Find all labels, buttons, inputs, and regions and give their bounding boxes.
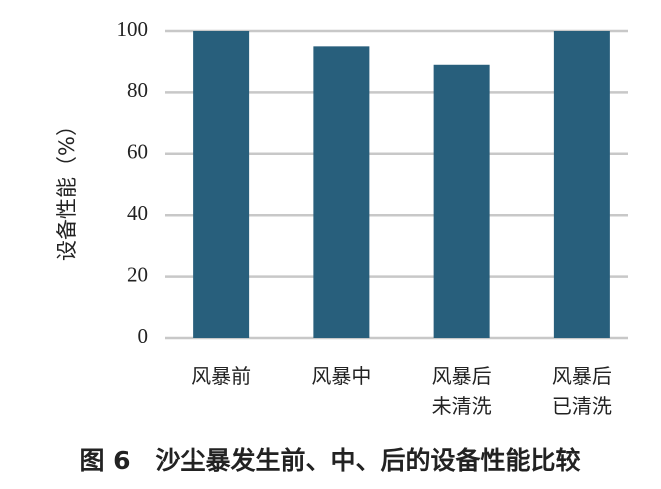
y-tick-label: 40 [127,201,148,225]
x-tick-label: 风暴后 未清洗 [431,364,492,418]
x-tick-label: 风暴前 [191,364,252,388]
caption: 图 6 沙尘暴发生前、中、后的设备性能比较 [79,446,580,475]
x-tick-label: 风暴中 [311,364,372,388]
bar [193,31,250,338]
y-tick-label: 100 [117,17,149,41]
bar [553,31,610,338]
y-tick-label: 80 [127,78,148,102]
y-tick-label: 60 [127,140,148,164]
bar [433,64,490,339]
x-tick-label: 风暴后 已清洗 [551,364,612,418]
y-axis-label: 设备性能（%） [55,115,79,261]
y-tick-label: 0 [138,324,149,348]
y-tick-label: 20 [127,262,148,286]
bar [313,46,370,338]
